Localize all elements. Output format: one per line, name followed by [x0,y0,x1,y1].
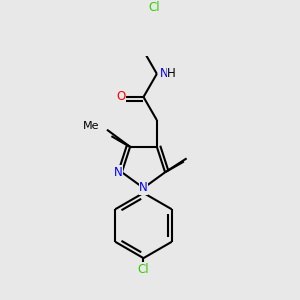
Text: H: H [167,67,176,80]
Text: Cl: Cl [148,1,160,14]
Text: Me: Me [83,121,100,131]
Text: Cl: Cl [138,263,149,276]
Text: N: N [114,166,122,179]
Text: O: O [116,91,125,103]
Text: N: N [139,182,148,194]
Text: N: N [160,67,168,80]
